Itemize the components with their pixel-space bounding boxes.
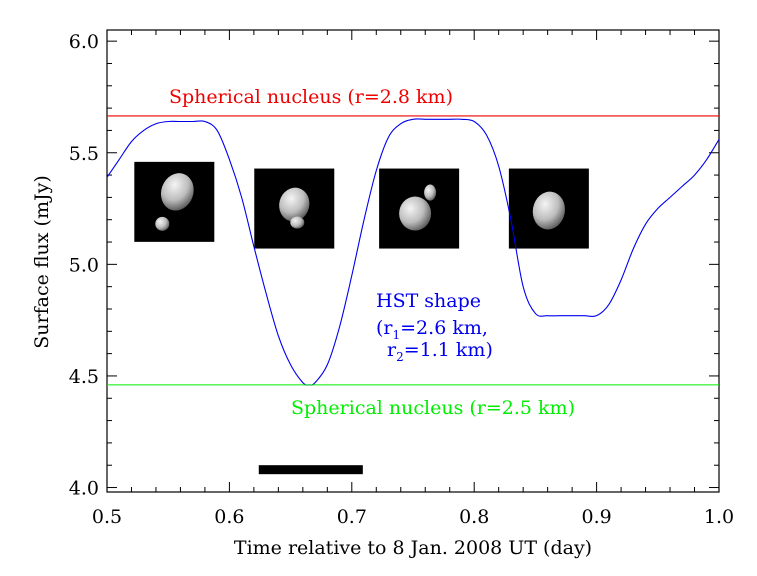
x-tick-label: 0.6 xyxy=(214,506,244,528)
hst-r1-subscript: 1 xyxy=(393,328,401,342)
hst-r2-label: r2=1.1 km) xyxy=(387,339,493,364)
nucleus-lobe xyxy=(424,184,437,201)
shape-view-3 xyxy=(379,168,460,249)
x-tick-label: 0.9 xyxy=(581,506,611,528)
nucleus-lobe xyxy=(399,196,432,231)
y-axis-title: Surface flux (mJy) xyxy=(31,175,53,348)
y-tick-label: 5.5 xyxy=(69,143,99,165)
green-sphere-label: Spherical nucleus (r=2.5 km) xyxy=(291,397,575,419)
shape-thumbnails xyxy=(134,161,589,249)
x-axis-title: Time relative to 8 Jan. 2008 UT (day) xyxy=(234,537,592,559)
hst-r1-label: (r1=2.6 km, xyxy=(376,317,488,342)
nucleus-lobe xyxy=(290,216,305,229)
shape-view-2 xyxy=(254,168,335,249)
hst-r2-suffix: =1.1 km) xyxy=(404,339,493,361)
x-tick-label: 0.5 xyxy=(92,506,122,528)
nucleus-lobe xyxy=(160,173,194,211)
observation-bar xyxy=(258,465,363,475)
x-tick-label: 0.8 xyxy=(459,506,489,528)
nucleus-lobe xyxy=(155,216,170,231)
hst-shape-curve xyxy=(106,118,720,386)
shape-view-4 xyxy=(508,168,589,249)
y-tick-label: 5.0 xyxy=(69,254,99,276)
y-tick-label: 4.0 xyxy=(69,478,99,500)
plot-frame xyxy=(106,29,720,493)
hst-shape-label: HST shape xyxy=(376,290,481,312)
shape-view-1 xyxy=(134,161,215,242)
hst-r2-subscript: 2 xyxy=(396,350,404,364)
y-tick-label: 4.5 xyxy=(69,366,99,388)
nucleus-lobe xyxy=(279,187,310,222)
series-lines xyxy=(106,115,720,386)
nucleus-lobe xyxy=(532,191,565,230)
observation-bar-group xyxy=(258,465,363,475)
axis-ticks xyxy=(106,30,720,492)
hst-r2-prefix: r xyxy=(387,339,397,361)
hst-r1-prefix: (r xyxy=(376,317,393,339)
hst-r1-suffix: =2.6 km, xyxy=(400,317,488,339)
red-sphere-label: Spherical nucleus (r=2.8 km) xyxy=(169,86,453,108)
y-tick-label: 6.0 xyxy=(69,31,99,53)
x-tick-label: 1.0 xyxy=(704,506,734,528)
x-tick-label: 0.7 xyxy=(337,506,367,528)
tick-labels: 0.5 0.6 0.7 0.8 0.9 1.0 4.0 4.5 5.0 5.5 6.0 xyxy=(69,31,734,528)
